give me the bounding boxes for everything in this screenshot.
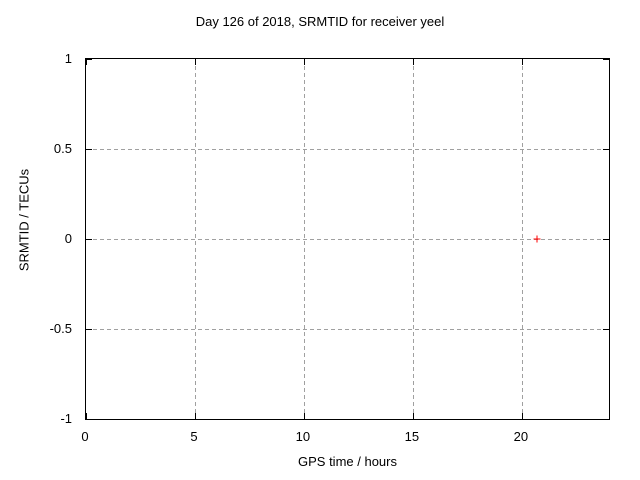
y-tick-mark — [86, 149, 92, 150]
marker-plus-vertical-bar — [536, 235, 538, 243]
x-tick-mark — [412, 59, 414, 65]
gridline-horizontal — [86, 239, 609, 240]
y-tick-mark — [86, 419, 92, 420]
x-axis-label: GPS time / hours — [298, 454, 397, 469]
y-tick-mark — [86, 329, 92, 330]
y-tick-label: 0 — [64, 231, 72, 246]
y-tick-mark — [86, 239, 92, 240]
y-axis-label: SRMTID / TECUs — [16, 168, 32, 272]
marker-plus-horizontal-bar — [533, 238, 541, 240]
x-tick-label: 15 — [404, 429, 420, 444]
x-tick-label: 10 — [295, 429, 311, 444]
x-tick-mark — [86, 59, 87, 65]
x-tick-mark — [521, 59, 523, 65]
gridline-horizontal — [86, 149, 609, 150]
y-tick-label: 1 — [64, 51, 72, 66]
y-tick-mark — [603, 59, 609, 60]
x-tick-label: 5 — [190, 429, 198, 444]
y-tick-mark — [86, 59, 92, 60]
gridline-horizontal — [86, 329, 609, 330]
data-point-marker — [533, 235, 541, 243]
y-tick-label: 0.5 — [53, 141, 72, 156]
x-tick-mark — [194, 59, 196, 65]
chart-title: Day 126 of 2018, SRMTID for receiver yee… — [195, 14, 445, 29]
x-tick-label: 20 — [513, 429, 529, 444]
x-tick-mark — [86, 413, 87, 419]
gridline-vertical — [303, 59, 305, 419]
x-tick-mark — [521, 413, 523, 419]
y-tick-mark — [603, 419, 609, 420]
x-tick-mark — [194, 413, 196, 419]
x-tick-label: 0 — [81, 429, 89, 444]
gridline-vertical — [521, 59, 523, 419]
x-tick-mark — [412, 413, 414, 419]
y-tick-label: -0.5 — [49, 321, 72, 336]
x-tick-mark — [303, 59, 305, 65]
y-tick-mark — [603, 329, 609, 330]
x-tick-mark — [303, 413, 305, 419]
gridline-vertical — [412, 59, 414, 419]
gridline-vertical — [194, 59, 196, 419]
y-tick-mark — [603, 149, 609, 150]
plot-area — [85, 58, 610, 420]
y-tick-mark — [603, 239, 609, 240]
y-tick-label: -1 — [60, 411, 72, 426]
